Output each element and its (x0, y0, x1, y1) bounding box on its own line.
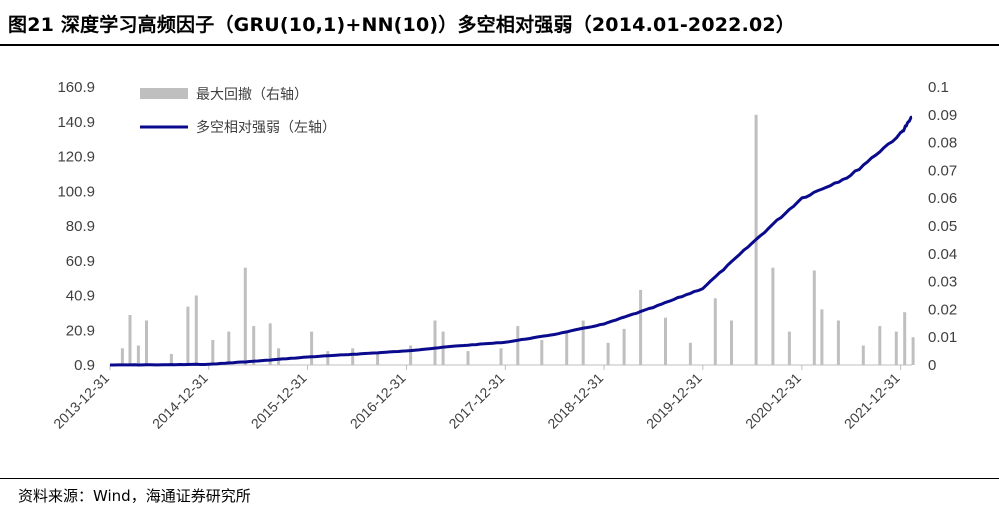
left-axis-tick-label: 140.9 (57, 114, 95, 131)
x-axis-tick-label: 2014-12-31 (149, 370, 211, 432)
x-axis-tick-label: 2017-12-31 (445, 370, 507, 432)
source-note: 资料来源：Wind，海通证券研究所 (18, 487, 251, 505)
drawdown-bar (903, 312, 907, 365)
legend: 最大回撤（右轴） 多空相对强弱（左轴） (140, 87, 336, 136)
right-axis-tick-label: 0.05 (928, 218, 957, 235)
right-axis-tick-label: 0.08 (928, 135, 957, 152)
drawdown-bar (310, 331, 314, 365)
drawdown-bar (730, 320, 733, 365)
drawdown-bar (227, 331, 231, 365)
x-axis-tick-label: 2021-12-31 (841, 370, 903, 432)
right-axis-tick-label: 0.1 (928, 79, 949, 96)
drawdown-bar (516, 326, 520, 365)
drawdown-bar (688, 342, 692, 365)
drawdown-bar (664, 317, 667, 365)
drawdown-bar (268, 323, 272, 365)
drawdown-bar (243, 267, 247, 365)
right-axis-tick-label: 0.03 (928, 274, 957, 291)
drawdown-bar (878, 326, 882, 365)
title-rule (0, 44, 999, 46)
x-axis-tick-label: 2016-12-31 (347, 370, 409, 432)
legend-label-drawdown: 最大回撤（右轴） (196, 87, 308, 103)
drawdown-bar (277, 348, 281, 365)
drawdown-bar (622, 328, 626, 365)
right-axis-ticks: 0 0.01 0.02 0.03 0.04 0.05 0.06 0.07 0.08 0.09 0.1 (928, 79, 957, 374)
x-axis-tick-label: 2020-12-31 (742, 370, 804, 432)
drawdown-bar (252, 326, 256, 365)
footer-rule (0, 478, 999, 479)
drawdown-bar (128, 315, 132, 365)
drawdown-bar (581, 320, 585, 365)
left-axis-tick-label: 60.9 (66, 253, 95, 270)
left-axis-tick-label: 40.9 (66, 288, 95, 305)
drawdown-bar (145, 320, 148, 365)
drawdown-bar (812, 270, 816, 365)
long-short-line (110, 115, 913, 367)
drawdown-bar (433, 320, 437, 365)
x-axis (109, 364, 912, 370)
x-axis-ticks: 2013-12-31 2014-12-31 2015-12-31 2016-12-31… (50, 370, 903, 432)
drawdown-bar (911, 337, 915, 365)
drawdown-bar (894, 331, 898, 365)
left-axis-tick-label: 120.9 (57, 149, 95, 166)
drawdown-bar (787, 331, 791, 365)
drawdown-bar (211, 340, 215, 365)
drawdown-bar (351, 348, 355, 365)
drawdown-bar (565, 331, 569, 365)
drawdown-bar (639, 289, 643, 365)
right-axis-tick-label: 0.01 (928, 329, 957, 346)
drawdown-bar (820, 309, 824, 365)
long-short-line-group (110, 115, 913, 367)
drawdown-bar (136, 345, 140, 365)
x-axis-tick-label: 2013-12-31 (50, 370, 112, 432)
drawdown-bar (186, 306, 190, 365)
drawdown-bar (836, 320, 840, 365)
right-axis-tick-label: 0.04 (928, 246, 957, 263)
right-axis-tick-label: 0.06 (928, 190, 957, 207)
drawdown-bar (120, 348, 124, 365)
x-axis-tick-label: 2018-12-31 (544, 370, 606, 432)
left-axis-tick-label: 0.9 (74, 357, 95, 374)
drawdown-bar (713, 298, 717, 365)
drawdown-bar (499, 348, 503, 365)
drawdown-bar (409, 345, 413, 365)
x-axis-tick-label: 2019-12-31 (643, 370, 705, 432)
drawdown-bar (326, 351, 330, 365)
left-axis-ticks: 0.9 20.9 40.9 60.9 80.9 100.9 120.9 140.9 160.9 (57, 79, 95, 374)
right-axis-tick-label: 0.07 (928, 162, 957, 179)
right-axis-tick-label: 0.02 (928, 301, 957, 318)
x-axis-tick-label: 2015-12-31 (248, 370, 310, 432)
drawdown-bar (376, 353, 380, 365)
drawdown-bars (120, 114, 915, 365)
left-axis-tick-label: 160.9 (57, 79, 95, 96)
drawdown-bar (169, 353, 173, 365)
figure-title: 图21 深度学习高频因子（GRU(10,1)+NN(10)）多空相对强弱（201… (8, 14, 796, 36)
drawdown-bar (540, 340, 544, 365)
drawdown-bar (194, 295, 198, 365)
right-axis-tick-label: 0 (928, 357, 936, 374)
drawdown-bar (861, 345, 865, 365)
left-axis-tick-label: 100.9 (57, 183, 95, 200)
left-axis-tick-label: 20.9 (66, 322, 95, 339)
drawdown-bar (606, 342, 610, 365)
drawdown-bar (771, 267, 775, 365)
right-axis-tick-label: 0.09 (928, 107, 957, 124)
drawdown-bar (466, 351, 470, 365)
left-axis-tick-label: 80.9 (66, 218, 95, 235)
legend-label-line: 多空相对强弱（左轴） (196, 119, 336, 136)
legend-swatch-drawdown (140, 88, 188, 99)
